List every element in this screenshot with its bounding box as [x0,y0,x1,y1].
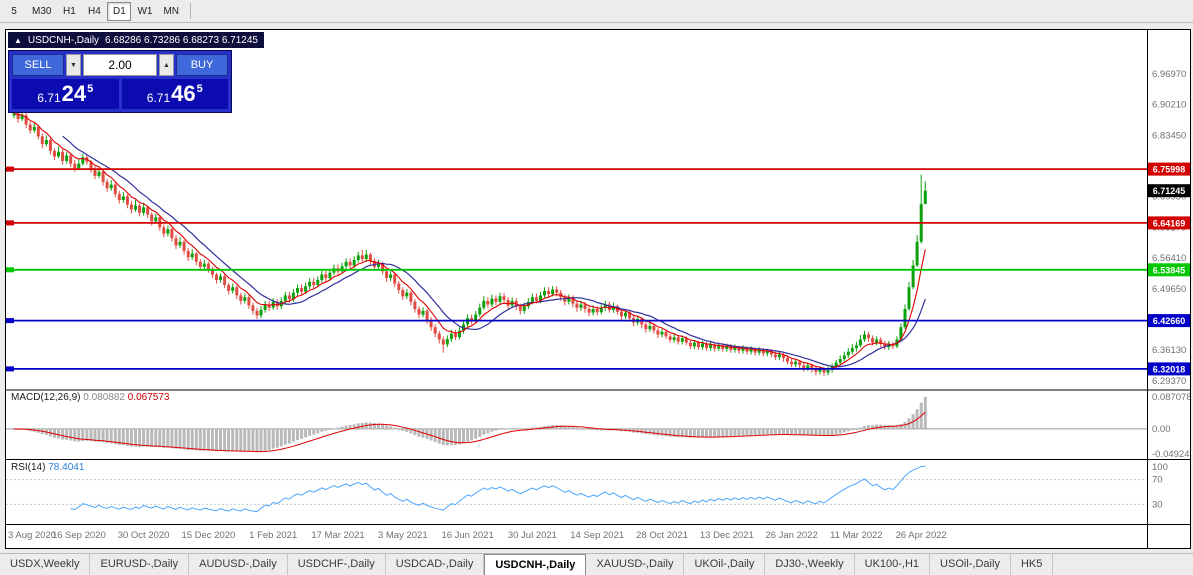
svg-text:26 Apr 2022: 26 Apr 2022 [896,530,947,541]
chevron-up-icon: ▲ [163,61,170,69]
svg-text:70: 70 [1152,475,1163,486]
chart-title-bar[interactable]: ▲ USDCNH-,Daily 6.68286 6.73286 6.68273 … [8,32,264,48]
sell-price-sup: 5 [87,83,94,95]
svg-text:30 Oct 2020: 30 Oct 2020 [118,530,170,541]
chart-window: 6.969706.902106.834506.766906.699306.631… [5,29,1191,549]
price-axis-label [1148,216,1190,230]
svg-text:0.087078: 0.087078 [1152,392,1191,403]
svg-text:6.71245: 6.71245 [1153,186,1186,196]
ma-slow-line [62,135,926,368]
chart-symbol-period: USDCNH-,Daily [27,34,100,46]
price-axis-label [1148,263,1190,277]
svg-text:6.75998: 6.75998 [1153,165,1186,175]
price-axis-label [1148,314,1190,328]
tab-audusd-daily[interactable]: AUDUSD-,Daily [189,554,288,575]
svg-text:13 Dec 2021: 13 Dec 2021 [700,530,754,541]
chevron-down-icon: ▼ [70,61,77,69]
tab-hk5[interactable]: HK5 [1011,554,1054,575]
tab-dj30-weekly[interactable]: DJ30-,Weekly [765,554,855,575]
svg-text:6.96970: 6.96970 [1152,69,1186,80]
buy-price-big: 46 [171,81,196,106]
rsi-value: 78.4041 [48,462,85,473]
price-axis-label [1148,362,1190,376]
svg-text:6.29370: 6.29370 [1152,376,1186,387]
price-axis-label [1148,162,1190,176]
svg-text:0.00: 0.00 [1152,424,1171,435]
price-axis-label [1148,184,1190,198]
timeframe-toolbar: 5 M30 H1 H4 D1 W1 MN [0,0,1193,23]
volume-up-button[interactable]: ▲ [159,54,174,76]
price-chart[interactable]: 6.969706.902106.834506.766906.699306.631… [5,29,1191,549]
svg-text:14 Sep 2021: 14 Sep 2021 [570,530,624,541]
ma-fast-line [13,112,926,370]
rsi-name: RSI(14) [11,462,46,473]
svg-text:6.64169: 6.64169 [1153,218,1186,228]
svg-text:30 Jul 2021: 30 Jul 2021 [508,530,557,541]
svg-text:17 Mar 2021: 17 Mar 2021 [311,530,364,541]
sell-button[interactable]: SELL [12,54,64,76]
svg-text:6.90210: 6.90210 [1152,100,1186,111]
svg-text:11 Mar 2022: 11 Mar 2022 [830,530,883,541]
tab-usdcad-daily[interactable]: USDCAD-,Daily [386,554,485,575]
sell-price[interactable]: 6.71 24 5 [12,79,119,109]
rsi-label: RSI(14) 78.4041 [11,462,84,473]
svg-text:6.42660: 6.42660 [1153,316,1186,326]
tab-usdchf-daily[interactable]: USDCHF-,Daily [288,554,386,575]
macd-name: MACD(12,26,9) [11,392,81,403]
timeframe-button-d1[interactable]: D1 [107,1,132,21]
tab-usdx-weekly[interactable]: USDX,Weekly [0,554,91,575]
sell-price-base: 6.71 [37,91,61,105]
timeframe-button-mn[interactable]: MN [163,5,180,17]
svg-text:6.53845: 6.53845 [1153,265,1186,275]
macd-value-signal: 0.067573 [127,392,170,403]
svg-text:6.36130: 6.36130 [1152,345,1186,356]
svg-text:6.56410: 6.56410 [1152,253,1186,264]
svg-text:100: 100 [1152,462,1168,473]
buy-button[interactable]: BUY [176,54,228,76]
macd-label: MACD(12,26,9) 0.080882 0.067573 [11,392,169,403]
svg-text:15 Dec 2020: 15 Dec 2020 [181,530,235,541]
collapse-icon[interactable]: ▲ [14,35,22,45]
svg-text:3 Aug 2020: 3 Aug 2020 [8,530,56,541]
tab-usdcnh-daily[interactable]: USDCNH-,Daily [484,554,587,575]
svg-text:6.49650: 6.49650 [1152,284,1186,295]
tab-ukoil-daily[interactable]: UKOil-,Daily [684,554,766,575]
buy-price[interactable]: 6.71 46 5 [118,79,228,109]
candles [12,102,927,377]
svg-text:-0.04924: -0.04924 [1152,449,1190,460]
svg-text:16 Sep 2020: 16 Sep 2020 [52,530,106,541]
volume-down-button[interactable]: ▼ [66,54,81,76]
svg-text:16 Jun 2021: 16 Jun 2021 [441,530,493,541]
one-click-trading-panel: SELL ▼ 2.00 ▲ BUY 6.71 24 5 6.71 46 5 [8,50,232,113]
buy-price-base: 6.71 [146,91,171,105]
svg-text:6.83450: 6.83450 [1152,130,1186,141]
tab-xauusd-daily[interactable]: XAUUSD-,Daily [586,554,685,575]
timeframe-button-h1[interactable]: H1 [63,5,76,17]
tab-eurusd-daily[interactable]: EURUSD-,Daily [90,554,190,575]
chart-ohlc-values: 6.68286 6.73286 6.68273 6.71245 [105,34,258,46]
toolbar-separator [190,3,192,19]
chart-tab-bar: USDX,Weekly EURUSD-,Daily AUDUSD-,Daily USD… [0,553,1193,575]
buy-price-sup: 5 [196,83,203,95]
tab-uk100-h1[interactable]: UK100-,H1 [855,554,931,575]
svg-text:3 May 2021: 3 May 2021 [378,530,428,541]
macd-value-main: 0.080882 [83,392,125,403]
svg-text:26 Jan 2022: 26 Jan 2022 [765,530,817,541]
svg-text:30: 30 [1152,499,1163,510]
timeframe-button-w1[interactable]: W1 [137,5,153,17]
tab-usoil-daily[interactable]: USOil-,Daily [930,554,1011,575]
timeframe-button-h4[interactable]: H4 [88,5,101,17]
svg-text:6.32018: 6.32018 [1153,364,1186,374]
sell-price-big: 24 [61,81,87,106]
rsi-line [70,465,926,513]
svg-text:1 Feb 2021: 1 Feb 2021 [249,530,297,541]
timeframe-button-m30[interactable]: M30 [32,5,52,17]
svg-text:28 Oct 2021: 28 Oct 2021 [636,530,688,541]
macd-signal-line [13,411,926,453]
timeframe-button-5[interactable]: 5 [11,5,17,17]
volume-input[interactable]: 2.00 [83,54,157,76]
